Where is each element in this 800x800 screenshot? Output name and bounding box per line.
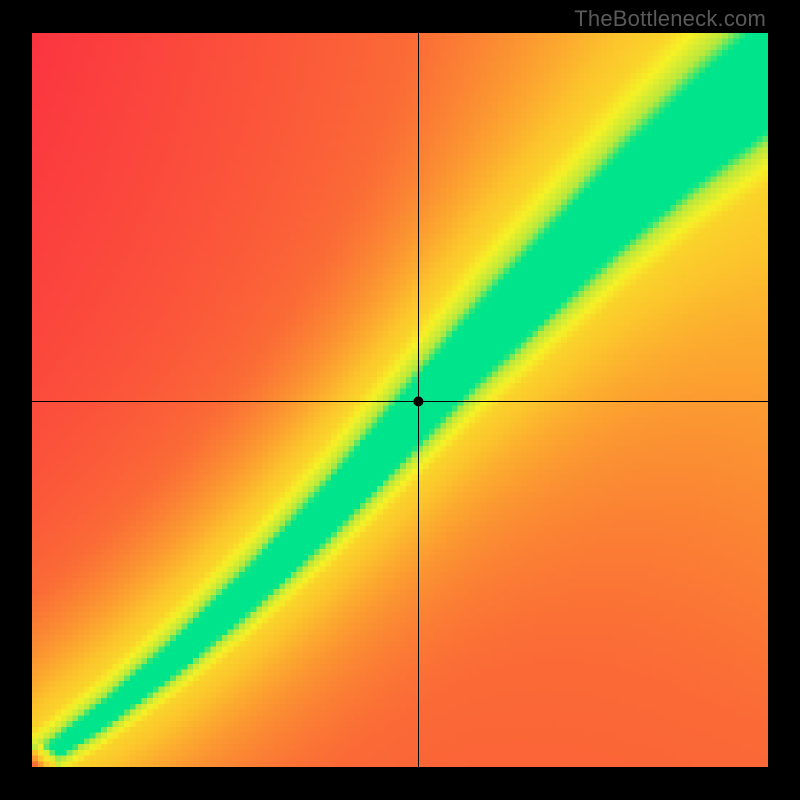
- crosshair-overlay: [32, 33, 768, 767]
- root-container: TheBottleneck.com: [0, 0, 800, 800]
- watermark-text: TheBottleneck.com: [574, 6, 766, 32]
